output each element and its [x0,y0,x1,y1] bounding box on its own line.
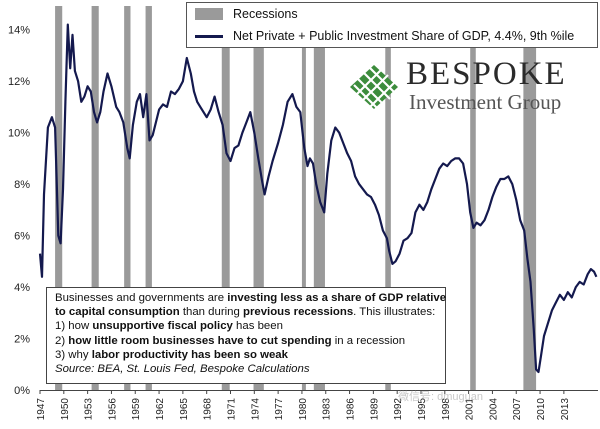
x-tick-label: 1956 [107,398,118,421]
note-line-2: to capital consumption than during previ… [55,305,437,319]
x-tick-label: 1992 [393,398,404,421]
y-tick-label: 10% [8,128,30,140]
note-text: Businesses and governments are [55,292,228,304]
x-tick-label: 1953 [84,398,95,421]
x-tick-label: 1989 [369,398,380,421]
note-line-4: 2) how little room businesses have to cu… [55,334,437,348]
x-tick-label: 2001 [465,398,476,421]
recession-swatch [195,8,223,20]
series-swatch [195,34,223,38]
x-tick-label: 1962 [155,398,166,421]
recession-band [470,6,476,390]
note-text: has been [232,320,283,333]
note-emphasis: to capital consumption [55,306,180,319]
legend: Recessions Net Private + Public Investme… [186,2,598,48]
y-tick-label: 0% [14,385,30,397]
logo-subtitle: Investment Group [409,90,562,114]
note-emphasis: investing less as a share of GDP relativ… [227,292,447,304]
note-line-5: 3) why labor productivity has been so we… [55,348,437,362]
recession-band [523,6,537,390]
x-tick-label: 1977 [274,398,285,421]
y-tick-label: 2% [14,334,30,346]
note-emphasis: labor productivity has been so weak [91,348,288,361]
y-axis: 0% 2% 4% 6% 8% 10% 12% 14% [8,25,30,397]
x-tick-label: 2004 [488,398,499,421]
recession-band [91,6,99,390]
y-tick-label: 4% [14,282,30,294]
x-tick-label: 1980 [298,398,309,421]
legend-item-recessions: Recessions [195,7,298,21]
x-tick-label: 1959 [131,398,142,421]
y-tick-label: 14% [8,25,30,37]
x-tick-label: 1965 [179,398,190,421]
watermark: 微信号: dmuguan [398,391,483,403]
series-line [38,23,598,374]
x-tick-label: 1986 [346,398,357,421]
x-tick-label: 1998 [441,398,452,421]
x-tick-label: 1968 [203,398,214,421]
note-text: 2) [55,334,69,347]
note-text: . This illustrates: [353,306,436,319]
recession-band [145,6,152,390]
x-tick-label: 1974 [250,398,261,421]
recession-band [221,6,230,390]
x-tick-label: 1971 [226,398,237,421]
x-tick-label: 2010 [536,398,547,421]
note-text: 1) how [55,320,93,333]
recession-band [253,6,264,390]
recession-band [55,6,63,390]
note-text: than during [179,306,243,319]
x-tick-label: 2013 [560,398,571,421]
x-tick-label: 2007 [512,398,523,421]
note-emphasis: unsupportive fiscal policy [92,320,233,333]
note-line-1: Businesses and governments are investing… [55,291,446,305]
x-tick-label: 1983 [322,398,333,421]
note-line-3: 1) how unsupportive fiscal policy has be… [55,319,437,333]
note-text: in a recession [331,334,406,347]
note-text: 3) why [55,348,92,361]
x-tick-label: 1947 [36,398,47,421]
recession-band [385,6,391,390]
logo-mark-icon [350,65,398,110]
legend-item-series: Net Private + Public Investment Share of… [195,29,574,43]
logo-name: BESPOKE [406,56,567,92]
y-tick-label: 12% [8,76,30,88]
legend-label-recessions: Recessions [233,7,298,21]
note-source: Source: BEA, St. Louis Fed, Bespoke Calc… [55,363,310,376]
x-tick-label: 1950 [60,398,71,421]
note-emphasis: previous recessions [243,306,354,319]
recession-band [124,6,131,390]
x-axis: 1947 1950 1953 1956 1959 1962 1965 1968 1971 1974… [36,390,598,420]
y-tick-label: 8% [14,179,30,191]
x-tick-label: 1995 [417,398,428,421]
y-tick-label: 6% [14,231,30,243]
note-emphasis: how little room businesses have to cut s… [68,334,332,347]
legend-label-series: Net Private + Public Investment Share of… [233,29,575,43]
recession-band [301,6,306,390]
bespoke-logo: BESPOKE Investment Group [346,56,591,116]
annotation-box: Businesses and governments are investing… [46,287,446,384]
